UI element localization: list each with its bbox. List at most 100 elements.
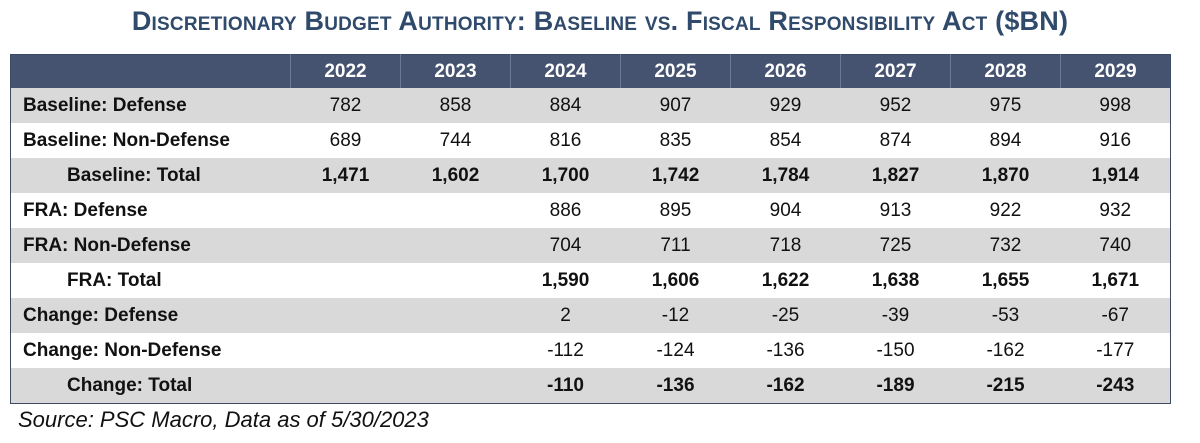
table-cell: 2 <box>510 298 621 333</box>
table-cell: -12 <box>620 298 731 333</box>
table-cell: 1,700 <box>510 158 621 193</box>
table-cell: 907 <box>620 88 731 123</box>
table-cell: 816 <box>549 129 582 151</box>
table-cell <box>401 333 511 368</box>
table-cell: 704 <box>510 228 621 263</box>
table-cell: 904 <box>769 199 802 221</box>
table-cell: 835 <box>659 129 692 151</box>
budget-table: 2022 2023 2024 2025 2026 2027 2028 2029 … <box>10 54 1171 404</box>
column-header: 2022 <box>290 54 401 88</box>
row-label: FRA: Total <box>67 269 162 291</box>
table-cell <box>290 368 401 404</box>
table-cell: 894 <box>989 129 1022 151</box>
table-cell: 916 <box>1099 129 1132 151</box>
table-cell: 1,590 <box>541 269 590 291</box>
column-header <box>10 54 291 88</box>
table-cell <box>400 368 511 404</box>
table-cell: 689 <box>329 129 362 151</box>
table-cell: 1,784 <box>730 158 841 193</box>
table-cell: 854 <box>769 129 802 151</box>
column-header: 2024 <box>510 54 621 88</box>
table-cell <box>400 228 511 263</box>
table-cell: 1,742 <box>620 158 731 193</box>
table-row: Baseline: Defense 782 858 884 907 929 952 975 99… <box>10 88 1171 123</box>
table-cell: 1,671 <box>1091 269 1140 291</box>
table-cell: 932 <box>1099 199 1132 221</box>
table-row: FRA: Non-Defense 704 711 718 725 732 740 <box>10 228 1171 263</box>
table-cell: 1,622 <box>761 269 810 291</box>
table-cell: 725 <box>840 228 951 263</box>
column-header: 2026 <box>730 54 841 88</box>
table-cell: 1,870 <box>950 158 1061 193</box>
table-cell: -67 <box>1060 298 1171 333</box>
table-cell: 975 <box>950 88 1061 123</box>
table-cell: 718 <box>730 228 841 263</box>
table-cell: -189 <box>840 368 951 404</box>
table-cell <box>401 193 511 228</box>
table-cell <box>291 263 401 298</box>
table-cell: -136 <box>766 339 805 361</box>
header-row: 2022 2023 2024 2025 2026 2027 2028 2029 <box>10 54 1171 88</box>
table-cell: 1,638 <box>871 269 920 291</box>
table-cell: 1,606 <box>651 269 700 291</box>
table-body: Baseline: Defense 782 858 884 907 929 952 975 99… <box>10 88 1171 404</box>
table-cell: 1,655 <box>981 269 1030 291</box>
table-cell <box>291 193 401 228</box>
table-cell <box>291 333 401 368</box>
table-cell: -177 <box>1096 339 1135 361</box>
table-cell: 740 <box>1060 228 1171 263</box>
table-cell: -162 <box>730 368 841 404</box>
table-row: Change: Total -110 -136 -162 -189 -215 -243 <box>10 368 1171 404</box>
row-label: FRA: Non-Defense <box>10 228 291 263</box>
row-label: Baseline: Total <box>10 158 291 193</box>
table-cell: -243 <box>1060 368 1171 404</box>
table-cell: -124 <box>656 339 695 361</box>
column-header: 2025 <box>620 54 731 88</box>
table-cell: 886 <box>549 199 582 221</box>
table-row: Change: Non-Defense -112 -124 -136 -150 -162 -… <box>11 333 1171 368</box>
table-row: Change: Defense 2 -12 -25 -39 -53 -67 <box>10 298 1171 333</box>
table-cell: 1,471 <box>290 158 401 193</box>
table-cell: 711 <box>620 228 731 263</box>
table-cell: 744 <box>439 129 472 151</box>
row-label: Change: Defense <box>10 298 291 333</box>
table-cell <box>401 263 511 298</box>
row-label: Change: Total <box>10 368 291 404</box>
table-cell: 1,914 <box>1060 158 1171 193</box>
table-cell: -25 <box>730 298 841 333</box>
table-cell: -112 <box>547 339 584 361</box>
column-header: 2028 <box>950 54 1061 88</box>
row-label: Baseline: Defense <box>10 88 291 123</box>
row-label: FRA: Defense <box>23 199 148 221</box>
table-cell: -150 <box>876 339 915 361</box>
table-cell: 874 <box>879 129 912 151</box>
table-cell: 952 <box>840 88 951 123</box>
table-cell <box>290 228 401 263</box>
table-cell: -110 <box>510 368 621 404</box>
table-row: Baseline: Non-Defense 689 744 816 835 854 874 8… <box>11 123 1171 158</box>
table-cell: 929 <box>730 88 841 123</box>
row-label: Baseline: Non-Defense <box>23 129 230 151</box>
table-cell: 782 <box>290 88 401 123</box>
table-cell: 913 <box>879 199 912 221</box>
table-cell: 895 <box>659 199 692 221</box>
table-cell: -53 <box>950 298 1061 333</box>
table-cell: 1,602 <box>400 158 511 193</box>
table-row: FRA: Defense 886 895 904 913 922 932 <box>11 193 1171 228</box>
row-label: Change: Non-Defense <box>23 339 222 361</box>
table-cell <box>290 298 401 333</box>
column-header: 2027 <box>840 54 951 88</box>
column-header: 2029 <box>1060 54 1171 88</box>
table-cell <box>400 298 511 333</box>
table-cell: -162 <box>986 339 1025 361</box>
table-cell: 1,827 <box>840 158 951 193</box>
table-cell: 858 <box>400 88 511 123</box>
chart-title: Discretionary Budget Authority: Baseline… <box>131 6 1069 36</box>
column-header: 2023 <box>400 54 511 88</box>
table-cell: 884 <box>510 88 621 123</box>
source-note: Source: PSC Macro, Data as of 5/30/2023 <box>18 407 429 432</box>
table-cell: 732 <box>950 228 1061 263</box>
table-row: FRA: Total 1,590 1,606 1,622 1,638 1,655 1,671 <box>11 263 1171 298</box>
table-cell: 998 <box>1060 88 1171 123</box>
table-cell: -39 <box>840 298 951 333</box>
